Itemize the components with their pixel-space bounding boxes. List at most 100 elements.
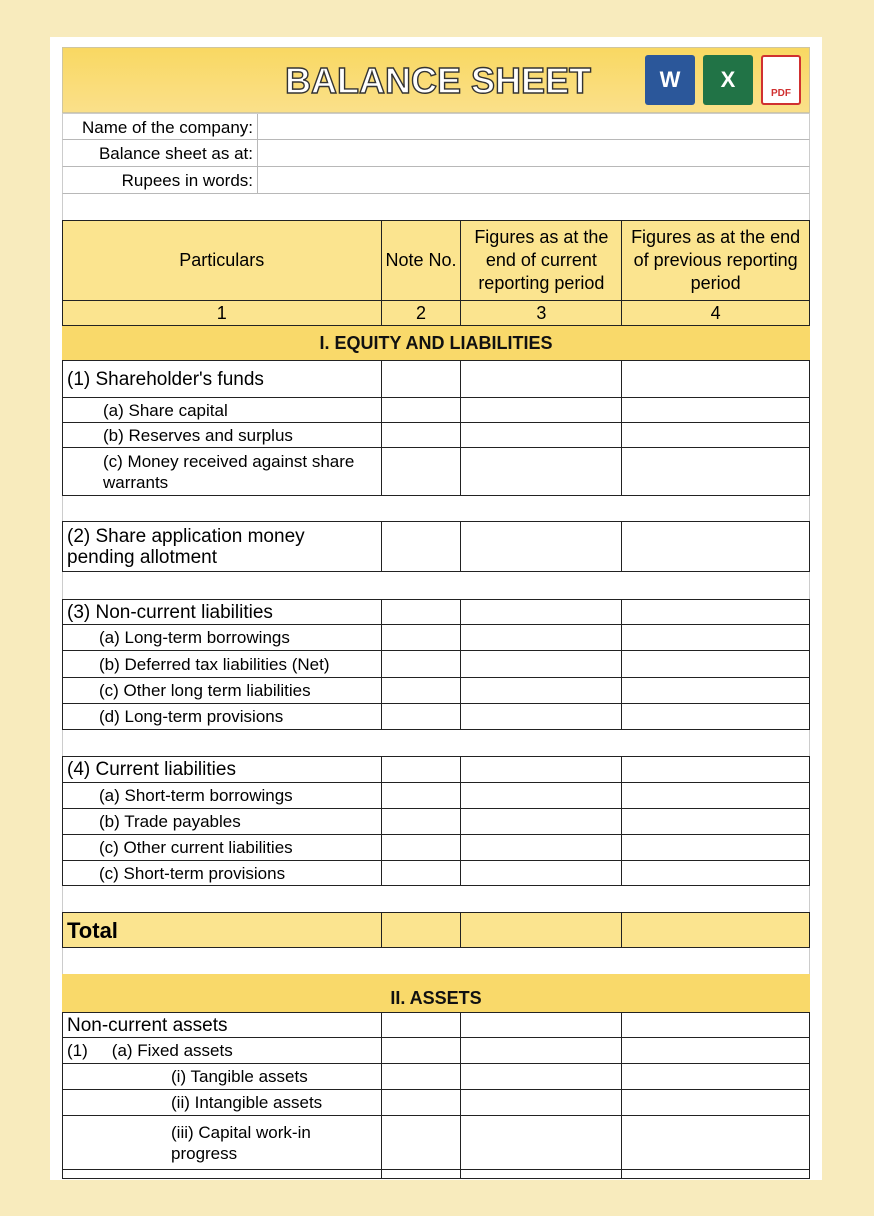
current-value-cell[interactable]: [461, 861, 623, 885]
note-cell[interactable]: [382, 651, 462, 677]
note-cell[interactable]: [382, 361, 462, 397]
current-value-cell[interactable]: [461, 361, 623, 397]
current-value-cell[interactable]: [461, 1090, 623, 1115]
previous-value-cell[interactable]: [622, 448, 809, 495]
pdf-icon[interactable]: PDF: [761, 55, 801, 105]
previous-value-cell[interactable]: [622, 835, 809, 860]
note-cell[interactable]: [382, 1064, 462, 1089]
note-cell[interactable]: [382, 448, 462, 495]
particulars-cell: (c) Other current liabilities: [63, 835, 382, 860]
table-row: (c) Money received against share warrant…: [62, 448, 810, 496]
previous-value-cell[interactable]: [622, 1170, 809, 1178]
col-num: 2: [381, 301, 462, 325]
current-value-cell[interactable]: [461, 1170, 623, 1178]
date-field[interactable]: [258, 140, 809, 166]
previous-value-cell[interactable]: [622, 651, 809, 677]
previous-value-cell[interactable]: [622, 757, 809, 782]
item-label: (1) Shareholder's funds: [67, 368, 264, 390]
note-cell[interactable]: [382, 1116, 462, 1169]
previous-value-cell[interactable]: [622, 783, 809, 808]
current-value-cell[interactable]: [461, 757, 623, 782]
table-row: (i) Tangible assets: [62, 1064, 810, 1090]
current-value-cell[interactable]: [461, 783, 623, 808]
previous-value-cell[interactable]: [622, 1064, 809, 1089]
note-cell[interactable]: [382, 809, 462, 834]
previous-value-cell[interactable]: [622, 809, 809, 834]
current-value-cell[interactable]: [461, 625, 623, 650]
particulars-cell: Non-current assets: [63, 1013, 382, 1037]
col-particulars: Particulars: [63, 221, 382, 300]
note-cell[interactable]: [382, 522, 462, 571]
previous-value-cell[interactable]: [622, 1013, 809, 1037]
table-row: (b) Deferred tax liabilities (Net): [62, 651, 810, 678]
current-value-cell[interactable]: [461, 423, 623, 447]
item-label: (c) Short-term provisions: [99, 863, 286, 883]
current-value-cell[interactable]: [461, 1038, 623, 1063]
particulars-cell: Total: [63, 913, 382, 947]
previous-value-cell[interactable]: [622, 600, 809, 624]
current-value-cell[interactable]: [461, 600, 623, 624]
note-cell[interactable]: [382, 1013, 462, 1037]
note-cell[interactable]: [382, 861, 462, 885]
previous-value-cell[interactable]: [622, 678, 809, 703]
current-value-cell[interactable]: [461, 522, 623, 571]
item-label: (a) Fixed assets: [111, 1041, 233, 1060]
previous-value-cell[interactable]: [622, 861, 809, 885]
note-cell[interactable]: [382, 1170, 462, 1178]
note-cell[interactable]: [382, 625, 462, 650]
current-value-cell[interactable]: [461, 1064, 623, 1089]
particulars-cell: (b) Deferred tax liabilities (Net): [63, 651, 382, 677]
item-label: (2) Share application money pending allo…: [67, 525, 305, 568]
note-cell[interactable]: [382, 704, 462, 729]
current-value-cell[interactable]: [461, 913, 623, 947]
current-value-cell[interactable]: [461, 398, 623, 422]
note-cell[interactable]: [382, 600, 462, 624]
note-cell[interactable]: [382, 1038, 462, 1063]
note-cell[interactable]: [382, 783, 462, 808]
company-field[interactable]: [258, 114, 809, 139]
item-label: (d) Long-term provisions: [99, 707, 284, 726]
note-cell[interactable]: [382, 398, 462, 422]
particulars-cell: (b) Trade payables: [63, 809, 382, 834]
previous-value-cell[interactable]: [622, 361, 809, 397]
previous-value-cell[interactable]: [622, 625, 809, 650]
current-value-cell[interactable]: [461, 448, 623, 495]
current-value-cell[interactable]: [461, 704, 623, 729]
note-cell[interactable]: [382, 835, 462, 860]
excel-icon[interactable]: X: [703, 55, 753, 105]
note-cell[interactable]: [381, 913, 462, 947]
previous-value-cell[interactable]: [622, 1116, 809, 1169]
item-label: (b) Reserves and surplus: [103, 425, 293, 445]
particulars-cell: (d) Long-term provisions: [63, 704, 382, 729]
particulars-cell: (1) Shareholder's funds: [63, 361, 382, 397]
page-title: BALANCE SHEET: [284, 59, 592, 101]
particulars-cell: (iii) Capital work-in progress: [63, 1116, 382, 1169]
note-cell[interactable]: [382, 757, 462, 782]
previous-value-cell[interactable]: [622, 522, 809, 571]
word-icon[interactable]: W: [645, 55, 695, 105]
current-value-cell[interactable]: [461, 651, 623, 677]
item-label: (ii) Intangible assets: [171, 1093, 323, 1112]
previous-value-cell[interactable]: [622, 913, 809, 947]
note-cell[interactable]: [382, 1090, 462, 1115]
current-value-cell[interactable]: [461, 678, 623, 703]
note-cell[interactable]: [382, 423, 462, 447]
item-label: (c) Other current liabilities: [99, 838, 293, 857]
item-label: (3) Non-current liabilities: [67, 601, 273, 623]
previous-value-cell[interactable]: [622, 398, 809, 422]
previous-value-cell[interactable]: [622, 704, 809, 729]
table-row: (a) Share capital: [62, 398, 810, 423]
table-row: [62, 1170, 810, 1179]
current-value-cell[interactable]: [461, 1116, 623, 1169]
current-value-cell[interactable]: [461, 1013, 623, 1037]
current-value-cell[interactable]: [461, 835, 623, 860]
table-row: Total: [62, 912, 810, 948]
previous-value-cell[interactable]: [622, 423, 809, 447]
previous-value-cell[interactable]: [622, 1038, 809, 1063]
current-value-cell[interactable]: [461, 809, 623, 834]
note-cell[interactable]: [382, 678, 462, 703]
particulars-cell: (c) Other long term liabilities: [63, 678, 382, 703]
rupees-field[interactable]: [258, 167, 809, 193]
company-label: Name of the company:: [63, 114, 258, 139]
previous-value-cell[interactable]: [622, 1090, 809, 1115]
